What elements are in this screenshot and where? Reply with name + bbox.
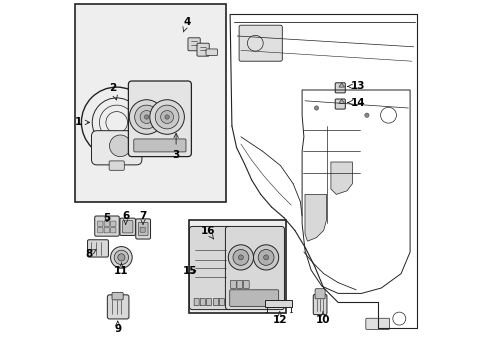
FancyBboxPatch shape xyxy=(265,300,292,307)
Circle shape xyxy=(232,249,248,265)
Text: 15: 15 xyxy=(183,266,197,276)
Circle shape xyxy=(258,249,273,265)
FancyBboxPatch shape xyxy=(197,43,209,56)
Circle shape xyxy=(114,250,128,265)
FancyBboxPatch shape xyxy=(194,298,199,306)
FancyBboxPatch shape xyxy=(98,221,103,226)
FancyBboxPatch shape xyxy=(128,81,191,157)
FancyBboxPatch shape xyxy=(225,226,284,310)
Polygon shape xyxy=(338,83,344,87)
Text: 6: 6 xyxy=(122,211,129,224)
FancyBboxPatch shape xyxy=(120,218,135,235)
Text: 11: 11 xyxy=(114,263,128,276)
FancyBboxPatch shape xyxy=(213,298,218,306)
FancyBboxPatch shape xyxy=(219,298,224,306)
Circle shape xyxy=(149,100,184,134)
FancyBboxPatch shape xyxy=(122,221,133,233)
Circle shape xyxy=(109,135,131,157)
FancyBboxPatch shape xyxy=(110,221,116,226)
Text: 3: 3 xyxy=(172,133,180,160)
Circle shape xyxy=(238,255,243,260)
FancyBboxPatch shape xyxy=(230,280,236,288)
FancyBboxPatch shape xyxy=(136,219,150,239)
FancyBboxPatch shape xyxy=(189,226,231,310)
Circle shape xyxy=(110,247,132,268)
Polygon shape xyxy=(330,162,352,194)
Text: 16: 16 xyxy=(200,226,215,239)
FancyBboxPatch shape xyxy=(243,280,249,288)
Circle shape xyxy=(134,105,158,129)
FancyBboxPatch shape xyxy=(239,25,282,61)
FancyBboxPatch shape xyxy=(134,139,185,152)
FancyBboxPatch shape xyxy=(205,49,217,55)
Polygon shape xyxy=(305,194,326,241)
Text: 4: 4 xyxy=(183,17,190,32)
FancyBboxPatch shape xyxy=(188,220,285,313)
FancyBboxPatch shape xyxy=(95,216,119,236)
Circle shape xyxy=(253,245,278,270)
Text: 10: 10 xyxy=(315,312,329,325)
FancyBboxPatch shape xyxy=(229,290,278,306)
FancyBboxPatch shape xyxy=(365,318,389,329)
Text: 12: 12 xyxy=(272,312,286,325)
FancyBboxPatch shape xyxy=(335,99,345,109)
Circle shape xyxy=(228,245,253,270)
FancyBboxPatch shape xyxy=(104,221,109,226)
Text: 9: 9 xyxy=(114,321,121,334)
FancyBboxPatch shape xyxy=(91,131,142,165)
FancyBboxPatch shape xyxy=(200,298,205,306)
Text: 7: 7 xyxy=(139,211,146,224)
Text: 8: 8 xyxy=(85,249,96,259)
FancyBboxPatch shape xyxy=(107,295,129,319)
FancyBboxPatch shape xyxy=(237,280,242,288)
Circle shape xyxy=(263,255,268,260)
FancyBboxPatch shape xyxy=(313,294,326,315)
FancyBboxPatch shape xyxy=(112,292,123,300)
FancyBboxPatch shape xyxy=(335,83,345,93)
Circle shape xyxy=(164,115,169,119)
FancyBboxPatch shape xyxy=(109,161,124,170)
Circle shape xyxy=(129,100,163,134)
FancyBboxPatch shape xyxy=(104,228,109,233)
Circle shape xyxy=(144,115,148,119)
Text: 13: 13 xyxy=(347,81,365,91)
Circle shape xyxy=(160,111,173,123)
Circle shape xyxy=(155,105,179,129)
Text: 14: 14 xyxy=(347,98,365,108)
FancyBboxPatch shape xyxy=(314,289,325,299)
FancyBboxPatch shape xyxy=(187,38,200,51)
Circle shape xyxy=(314,106,318,110)
Circle shape xyxy=(364,113,368,117)
Circle shape xyxy=(140,111,153,123)
Text: 2: 2 xyxy=(109,83,117,100)
Circle shape xyxy=(118,254,125,261)
FancyBboxPatch shape xyxy=(110,228,116,233)
Polygon shape xyxy=(338,99,344,103)
FancyBboxPatch shape xyxy=(138,222,148,235)
FancyBboxPatch shape xyxy=(206,298,211,306)
FancyBboxPatch shape xyxy=(140,227,145,232)
Text: 5: 5 xyxy=(103,213,110,223)
FancyBboxPatch shape xyxy=(98,228,103,233)
FancyBboxPatch shape xyxy=(87,240,108,257)
Text: 1: 1 xyxy=(74,117,89,127)
FancyBboxPatch shape xyxy=(75,4,226,202)
